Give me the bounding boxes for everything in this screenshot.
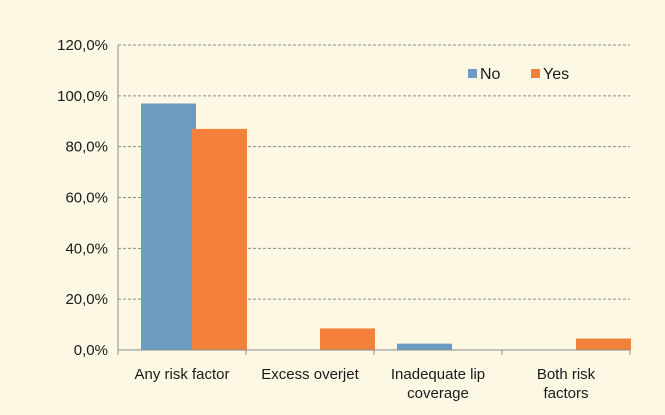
x-category-label: Both risk <box>537 366 596 383</box>
bar-yes-3 <box>576 338 631 350</box>
x-category-label: Any risk factor <box>134 366 229 383</box>
bar-no-0 <box>141 103 196 350</box>
x-category-label: Inadequate lip <box>391 366 485 383</box>
legend-label-yes: Yes <box>543 66 569 83</box>
x-category-label: Excess overjet <box>261 366 359 383</box>
y-tick-label: 60,0% <box>65 190 108 207</box>
y-tick-label: 40,0% <box>65 240 108 257</box>
bar-yes-1 <box>320 328 375 350</box>
bar-no-2 <box>397 343 452 350</box>
y-tick-label: 120,0% <box>57 37 108 54</box>
legend-swatch-no <box>468 69 477 78</box>
x-axis: Any risk factor Excess overjet Inadequate … <box>117 349 631 402</box>
y-axis: 0,0% 20,0% 40,0% 60,0% 80,0% 100,0% 120,0% <box>57 37 119 359</box>
legend-label-no: No <box>480 66 501 83</box>
y-tick-label: 100,0% <box>57 88 108 105</box>
y-tick-label: 80,0% <box>65 139 108 156</box>
y-tick-label: 0,0% <box>74 342 108 359</box>
y-tick-label: 20,0% <box>65 291 108 308</box>
bar-yes-0 <box>192 128 247 350</box>
legend: No Yes <box>468 66 569 83</box>
legend-swatch-yes <box>531 69 540 78</box>
bars <box>141 103 631 350</box>
x-category-label: factors <box>543 385 588 402</box>
x-category-label: coverage <box>407 385 469 402</box>
